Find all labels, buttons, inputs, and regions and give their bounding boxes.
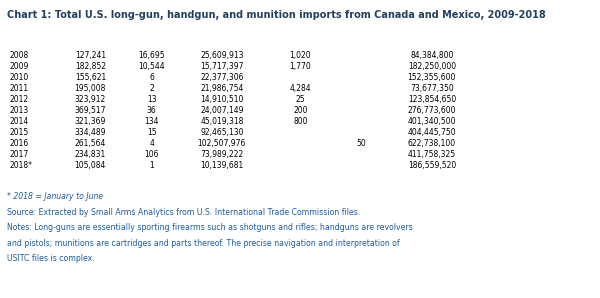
Text: 50: 50 bbox=[357, 139, 367, 148]
Text: 182,250,000: 182,250,000 bbox=[408, 62, 456, 71]
Text: 73,677,350: 73,677,350 bbox=[410, 84, 454, 93]
Text: 448,730,356: 448,730,356 bbox=[194, 173, 249, 181]
Text: 411,758,325: 411,758,325 bbox=[408, 150, 456, 159]
Text: 8,099: 8,099 bbox=[288, 173, 313, 181]
Text: and pistols; munitions are cartridges and parts thereof. The precise navigation : and pistols; munitions are cartridges an… bbox=[7, 239, 400, 248]
Text: 106: 106 bbox=[145, 150, 159, 159]
Text: 155,621: 155,621 bbox=[75, 73, 106, 82]
Text: 195,008: 195,008 bbox=[74, 84, 106, 93]
Text: 16,695: 16,695 bbox=[139, 51, 165, 60]
Text: 2,611,488: 2,611,488 bbox=[68, 173, 112, 181]
Text: 36: 36 bbox=[147, 106, 157, 115]
Text: Munitions: Munitions bbox=[200, 40, 244, 49]
Text: 6: 6 bbox=[149, 73, 154, 82]
Text: * 2018 = January to June: * 2018 = January to June bbox=[7, 192, 103, 201]
Text: 13: 13 bbox=[147, 95, 157, 104]
Text: USITC files is complex.: USITC files is complex. bbox=[7, 254, 95, 263]
Text: 2017: 2017 bbox=[9, 150, 28, 159]
Text: 2015: 2015 bbox=[9, 128, 28, 137]
Text: 1: 1 bbox=[149, 161, 154, 170]
Text: 2016: 2016 bbox=[9, 139, 28, 148]
Text: 186,559,520: 186,559,520 bbox=[408, 161, 456, 170]
Text: 321,369: 321,369 bbox=[74, 117, 106, 126]
Text: 4: 4 bbox=[149, 139, 154, 148]
Text: 50: 50 bbox=[356, 173, 367, 181]
Text: Year: Year bbox=[22, 40, 41, 49]
Text: 334,489: 334,489 bbox=[74, 128, 106, 137]
Text: Source: Extracted by Small Arms Analytics from U.S. International Trade Commissi: Source: Extracted by Small Arms Analytic… bbox=[7, 208, 361, 217]
Text: 27,556: 27,556 bbox=[137, 173, 167, 181]
Text: 2018*: 2018* bbox=[9, 161, 32, 170]
Text: 2012: 2012 bbox=[9, 95, 28, 104]
Text: 102,507,976: 102,507,976 bbox=[197, 139, 246, 148]
Text: Handguns: Handguns bbox=[340, 40, 383, 49]
Text: 152,355,600: 152,355,600 bbox=[407, 73, 456, 82]
Text: 134: 134 bbox=[145, 117, 159, 126]
Text: 234,831: 234,831 bbox=[75, 150, 106, 159]
Text: 2010: 2010 bbox=[9, 73, 28, 82]
Text: 2009: 2009 bbox=[9, 62, 28, 71]
Text: 10,139,681: 10,139,681 bbox=[200, 161, 244, 170]
Text: 25: 25 bbox=[296, 95, 305, 104]
Text: 105,084: 105,084 bbox=[74, 161, 106, 170]
Text: 24,007,149: 24,007,149 bbox=[200, 106, 244, 115]
Text: ■Mexico: ■Mexico bbox=[268, 29, 307, 38]
Text: 276,773,600: 276,773,600 bbox=[407, 106, 456, 115]
Text: 1,020: 1,020 bbox=[290, 51, 311, 60]
Text: 200: 200 bbox=[293, 106, 308, 115]
Text: 1,770: 1,770 bbox=[289, 62, 311, 71]
Text: 127,241: 127,241 bbox=[75, 51, 106, 60]
Text: Long-guns: Long-guns bbox=[278, 40, 323, 49]
Text: 84,384,800: 84,384,800 bbox=[410, 51, 454, 60]
Text: 2013: 2013 bbox=[9, 106, 28, 115]
Text: 4,284: 4,284 bbox=[290, 84, 311, 93]
Text: 2: 2 bbox=[149, 84, 154, 93]
Text: Grand Total: Grand Total bbox=[9, 173, 60, 181]
Text: 123,854,650: 123,854,650 bbox=[408, 95, 456, 104]
Text: 92,465,130: 92,465,130 bbox=[200, 128, 244, 137]
Text: 2011: 2011 bbox=[9, 84, 28, 93]
Text: 14,910,510: 14,910,510 bbox=[200, 95, 244, 104]
Text: 2014: 2014 bbox=[9, 117, 28, 126]
Text: 25,609,913: 25,609,913 bbox=[200, 51, 244, 60]
Text: 73,989,222: 73,989,222 bbox=[200, 150, 244, 159]
Text: 10,544: 10,544 bbox=[139, 62, 165, 71]
Text: 15,717,397: 15,717,397 bbox=[200, 62, 244, 71]
Text: 182,852: 182,852 bbox=[75, 62, 106, 71]
Text: ■Canada: ■Canada bbox=[58, 29, 99, 38]
Text: Long-guns: Long-guns bbox=[68, 40, 113, 49]
Text: 369,517: 369,517 bbox=[74, 106, 106, 115]
Text: 261,564: 261,564 bbox=[74, 139, 106, 148]
Text: 22,377,306: 22,377,306 bbox=[200, 73, 244, 82]
Text: 21,986,754: 21,986,754 bbox=[200, 84, 244, 93]
Text: Munitions: Munitions bbox=[410, 40, 454, 49]
Text: 622,738,100: 622,738,100 bbox=[408, 139, 456, 148]
Text: 800: 800 bbox=[293, 117, 308, 126]
Text: 323,912: 323,912 bbox=[75, 95, 106, 104]
Text: 2008: 2008 bbox=[9, 51, 28, 60]
Text: Notes: Long-guns are essentially sporting firearms such as shotguns and rifles; : Notes: Long-guns are essentially sportin… bbox=[7, 223, 413, 232]
Text: Chart 1: Total U.S. long-gun, handgun, and munition imports from Canada and Mexi: Chart 1: Total U.S. long-gun, handgun, a… bbox=[7, 10, 546, 21]
Text: 404,445,750: 404,445,750 bbox=[407, 128, 456, 137]
Text: 45,019,318: 45,019,318 bbox=[200, 117, 244, 126]
Text: 401,340,500: 401,340,500 bbox=[407, 117, 456, 126]
Text: 2,920,138,195: 2,920,138,195 bbox=[400, 173, 463, 181]
Text: Handguns: Handguns bbox=[130, 40, 174, 49]
Text: 15: 15 bbox=[147, 128, 157, 137]
